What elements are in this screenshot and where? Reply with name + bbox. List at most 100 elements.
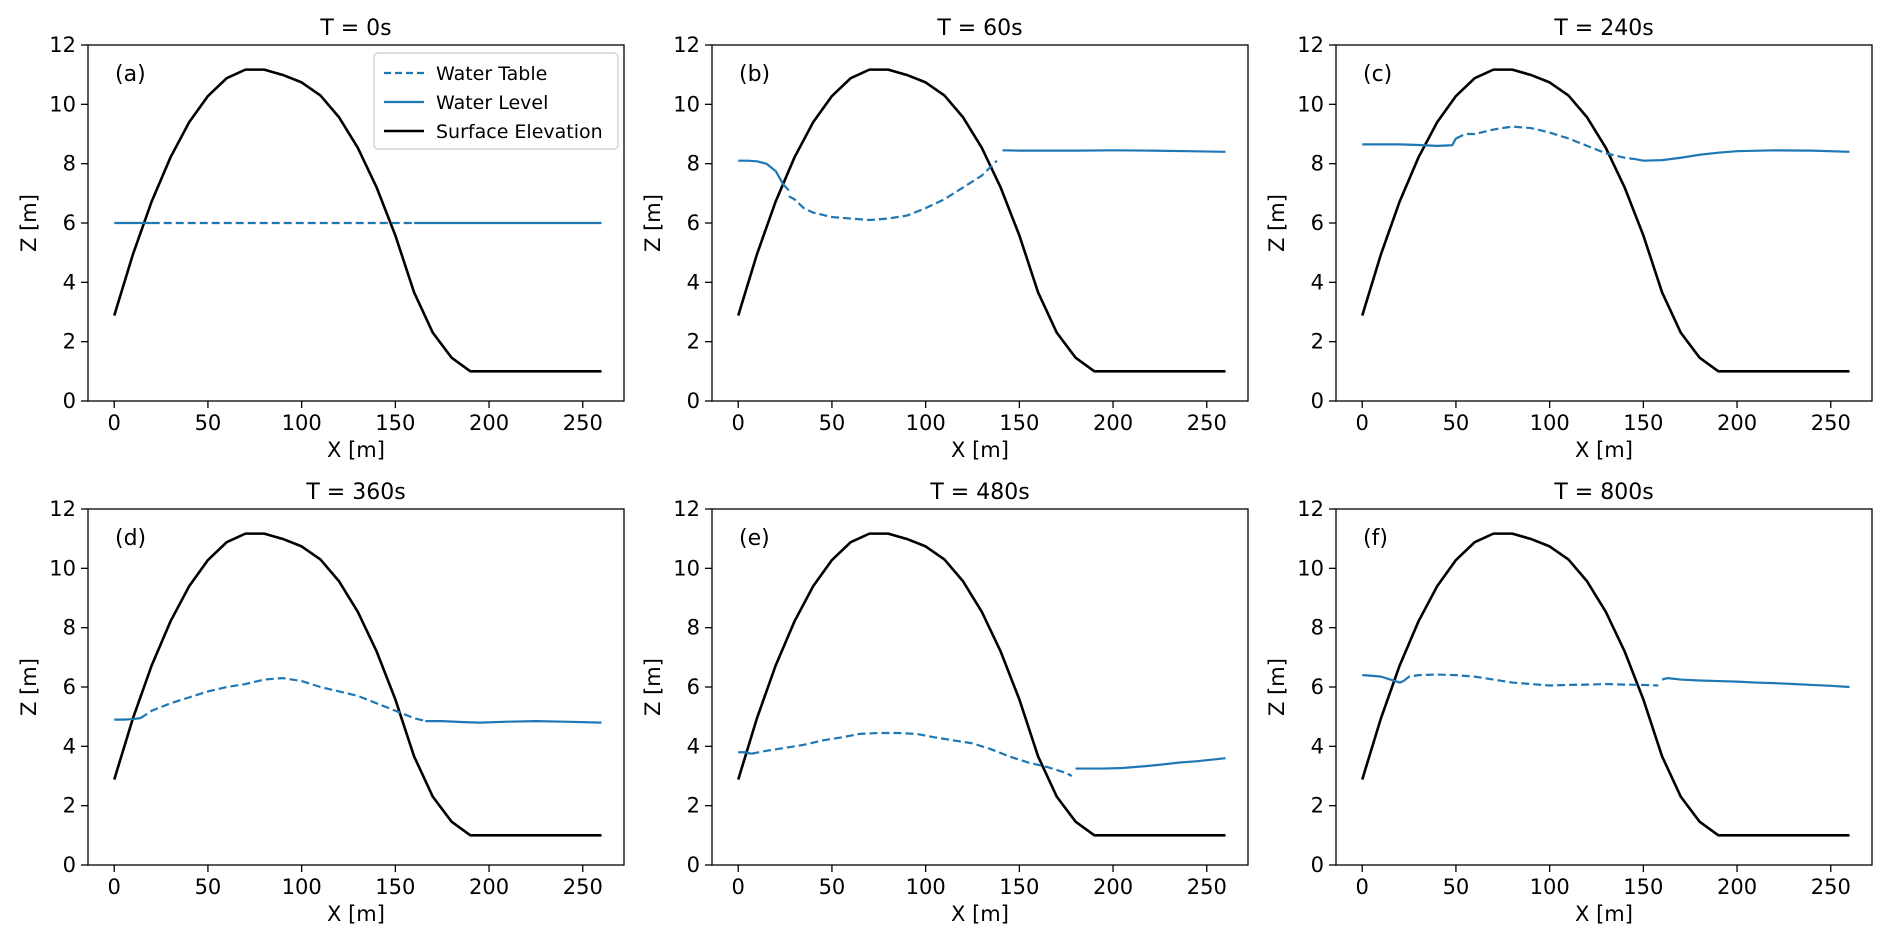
x-axis-label: X [m]: [1575, 438, 1633, 462]
y-tick-label: 6: [687, 211, 700, 235]
y-tick-label: 6: [63, 675, 76, 699]
y-axis-label: Z [m]: [641, 194, 665, 252]
x-tick-label: 250: [1811, 875, 1851, 899]
x-tick-label: 200: [1093, 411, 1133, 435]
y-tick-label: 8: [687, 616, 700, 640]
x-tick-label: 150: [1623, 875, 1663, 899]
panel-letter: (a): [115, 62, 146, 87]
x-tick-label: 0: [108, 411, 121, 435]
panel-letter: (f): [1363, 526, 1388, 551]
x-tick-label: 150: [375, 875, 415, 899]
y-tick-label: 12: [49, 33, 76, 57]
y-tick-label: 0: [687, 389, 700, 413]
plot-data: [1360, 532, 1850, 837]
plot-data: [112, 68, 602, 373]
y-tick-label: 12: [673, 497, 700, 521]
plot-data: [1360, 68, 1850, 373]
x-tick-label: 0: [108, 875, 121, 899]
y-tick-label: 10: [673, 556, 700, 580]
water-level-line: [425, 720, 602, 724]
y-tick-label: 0: [1311, 389, 1324, 413]
water-level-line: [738, 751, 752, 755]
x-tick-label: 50: [1443, 411, 1470, 435]
x-tick-label: 150: [375, 411, 415, 435]
x-tick-label: 0: [1356, 411, 1369, 435]
y-tick-label: 2: [1311, 330, 1324, 354]
y-tick-label: 0: [1311, 853, 1324, 877]
y-tick-label: 4: [687, 270, 700, 294]
water-level-line: [1362, 674, 1404, 684]
x-axis-label: X [m]: [327, 902, 385, 926]
panel-title: T = 60s: [936, 16, 1022, 41]
legend-label: Surface Elevation: [436, 121, 603, 143]
y-tick-label: 4: [687, 734, 700, 758]
surface-elevation-line: [112, 532, 602, 837]
x-tick-label: 200: [1093, 875, 1133, 899]
x-tick-label: 0: [732, 875, 745, 899]
y-tick-label: 8: [63, 152, 76, 176]
axes-frame: [1335, 44, 1873, 402]
x-tick-label: 200: [1717, 411, 1757, 435]
plot-data: [736, 532, 1226, 837]
y-tick-label: 0: [63, 853, 76, 877]
y-tick-label: 8: [1311, 152, 1324, 176]
chart-panel: T = 0s 0 50 100 150 200 250 0 2 4 6 8 10 12 X [m] Z [m]…: [17, 16, 625, 462]
x-tick-label: 0: [732, 411, 745, 435]
y-tick-label: 8: [63, 616, 76, 640]
y-axis-label: Z [m]: [17, 658, 41, 716]
water-level-line: [114, 717, 141, 721]
plot-data: [112, 532, 602, 837]
water-table-line: [751, 731, 1073, 777]
y-tick-label: 2: [687, 794, 700, 818]
y-tick-label: 4: [1311, 734, 1324, 758]
x-tick-label: 250: [1187, 411, 1227, 435]
x-tick-label: 100: [1530, 411, 1570, 435]
surface-elevation-line: [1360, 532, 1850, 837]
surface-elevation-line: [736, 532, 1226, 837]
y-tick-label: 6: [1311, 675, 1324, 699]
panel-letter: (d): [115, 526, 146, 551]
plot-data: [736, 68, 1226, 373]
y-tick-label: 4: [1311, 270, 1324, 294]
y-axis-label: Z [m]: [1265, 194, 1289, 252]
y-tick-label: 10: [1297, 92, 1324, 116]
surface-elevation-line: [736, 68, 1226, 373]
axes-frame: [1335, 508, 1873, 866]
y-tick-label: 2: [63, 794, 76, 818]
y-tick-label: 12: [1297, 497, 1324, 521]
x-tick-label: 150: [999, 875, 1039, 899]
water-table-line: [1455, 125, 1637, 161]
x-tick-label: 100: [1530, 875, 1570, 899]
water-level-line: [1635, 149, 1850, 162]
panel-letter: (c): [1363, 62, 1392, 87]
water-table-line: [1402, 673, 1659, 687]
y-tick-label: 0: [687, 853, 700, 877]
water-table-line: [139, 676, 426, 723]
y-tick-label: 8: [1311, 616, 1324, 640]
y-tick-label: 0: [63, 389, 76, 413]
x-tick-label: 50: [195, 875, 222, 899]
y-tick-label: 4: [63, 270, 76, 294]
chart-panel: T = 800s 0 50 100 150 200 250 0 2 4 6 8 10 12 X [m] Z […: [1265, 480, 1873, 926]
x-tick-label: 200: [1717, 875, 1757, 899]
x-tick-label: 150: [999, 411, 1039, 435]
axes-frame: [711, 44, 1249, 402]
water-level-line: [1362, 137, 1457, 147]
y-tick-label: 12: [1297, 33, 1324, 57]
x-tick-label: 100: [282, 875, 322, 899]
y-tick-label: 4: [63, 734, 76, 758]
water-level-line: [1075, 757, 1226, 770]
x-tick-label: 250: [1811, 411, 1851, 435]
x-tick-label: 150: [1623, 411, 1663, 435]
panel-letter: (e): [739, 526, 770, 551]
panel-letter: (b): [739, 62, 770, 87]
x-tick-label: 0: [1356, 875, 1369, 899]
x-axis-label: X [m]: [327, 438, 385, 462]
legend-label: Water Table: [436, 63, 547, 85]
y-tick-label: 10: [673, 92, 700, 116]
axes-frame: [711, 508, 1249, 866]
chart-panel: T = 60s 0 50 100 150 200 250 0 2 4 6 8 10 12 X [m] Z [m…: [641, 16, 1249, 462]
legend: Water Table Water Level Surface Elevation: [373, 52, 619, 150]
y-tick-label: 2: [687, 330, 700, 354]
